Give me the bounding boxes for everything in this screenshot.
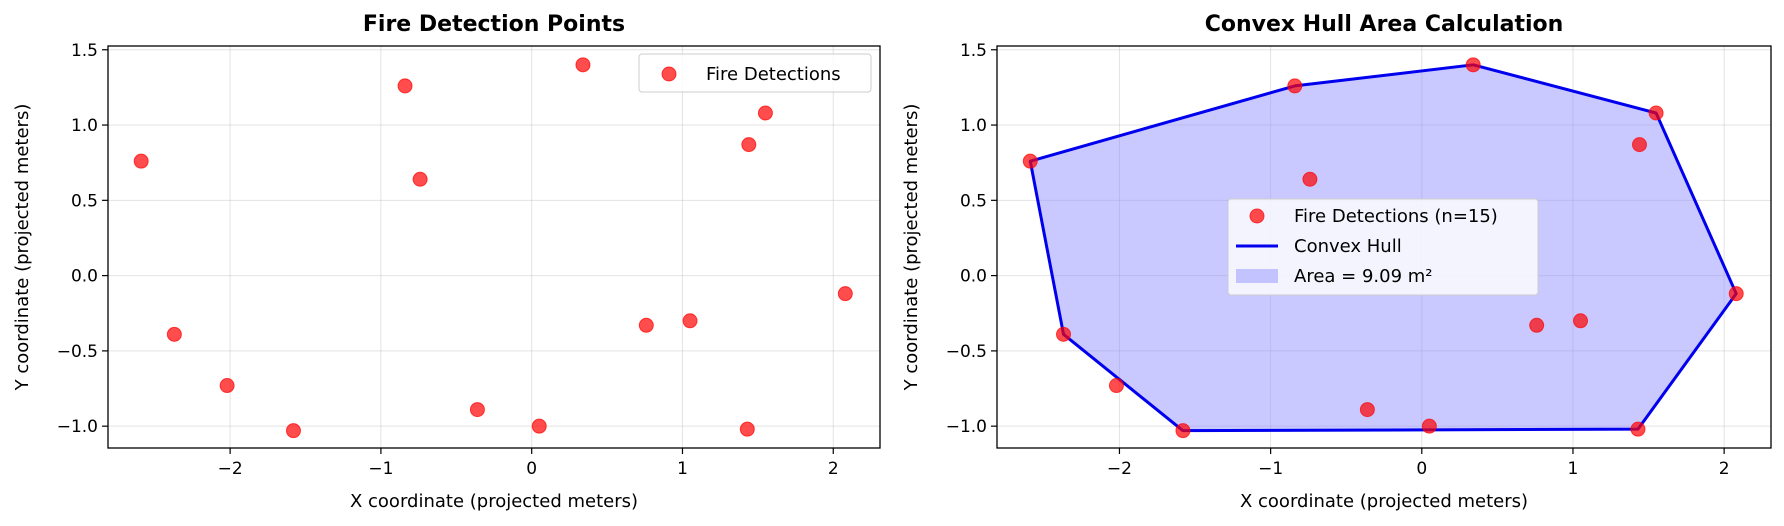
data-point (837, 286, 853, 302)
x-tick-label: 2 (828, 459, 839, 479)
data-point (1359, 402, 1375, 418)
x-tick-label: 1 (677, 459, 688, 479)
data-point (575, 57, 591, 73)
data-point (739, 421, 755, 437)
data-point (1302, 171, 1318, 187)
legend-marker-fire-detections (661, 66, 677, 82)
x-tick-label: −1 (1258, 459, 1283, 479)
x-tick-label: −2 (218, 459, 243, 479)
y-tick-label: −0.5 (57, 342, 98, 362)
y-tick-label: 0.5 (71, 191, 98, 211)
data-point (638, 317, 654, 333)
data-point (469, 402, 485, 418)
data-point (1728, 286, 1744, 302)
x-tick-label: 0 (526, 459, 537, 479)
legend-label-fire-detections: Fire Detections (706, 64, 841, 85)
y-axis-label: Y coordinate (projected meters) (901, 104, 922, 392)
legend-marker-area (1236, 269, 1278, 283)
x-axis-label: X coordinate (projected meters) (1240, 491, 1528, 512)
y-tick-label: 1.0 (960, 116, 987, 136)
data-point (741, 137, 757, 153)
chart-title: Fire Detection Points (363, 12, 625, 37)
y-tick-label: 0.0 (71, 267, 98, 287)
data-point (531, 418, 547, 434)
data-point (682, 313, 698, 329)
y-tick-label: 0.5 (960, 191, 987, 211)
scatter-panel-convex-hull: −2 −1 0 1 2 −1.0 −0.5 0.0 0.5 1.0 1.5 Convex Hull… (901, 12, 1772, 512)
data-point (1529, 317, 1545, 333)
y-tick-label: 0.0 (960, 267, 987, 287)
scatter-panel-fire-points: −2 −1 0 1 2 −1.0 −0.5 0.0 0.5 1.0 1.5 Fire Detect… (12, 12, 881, 512)
data-point (1056, 326, 1072, 342)
data-point (1631, 137, 1647, 153)
y-axis-label: Y coordinate (projected meters) (12, 104, 33, 392)
data-point (133, 153, 149, 169)
chart-title: Convex Hull Area Calculation (1205, 12, 1564, 37)
x-tick-label: 0 (1416, 459, 1427, 479)
data-point (1175, 423, 1191, 439)
data-point (1108, 378, 1124, 394)
data-point (397, 78, 413, 94)
data-point (1465, 57, 1481, 73)
legend-label-fire-detections: Fire Detections (n=15) (1294, 206, 1498, 227)
legend-marker-fire-detections (1249, 208, 1265, 224)
x-tick-label: −2 (1107, 459, 1132, 479)
data-point (757, 105, 773, 121)
data-point (412, 171, 428, 187)
data-point (1421, 418, 1437, 434)
data-point (219, 378, 235, 394)
y-tick-label: 1.5 (960, 41, 987, 61)
legend: Fire Detections (638, 53, 872, 93)
data-point (1630, 421, 1646, 437)
y-tick-label: 1.0 (71, 116, 98, 136)
x-tick-label: 1 (1568, 459, 1579, 479)
data-point (1287, 78, 1303, 94)
x-tick-label: −1 (368, 459, 393, 479)
y-tick-label: −0.5 (946, 342, 987, 362)
legend-label-convex-hull: Convex Hull (1294, 236, 1402, 257)
data-point (285, 423, 301, 439)
y-tick-label: 1.5 (71, 41, 98, 61)
legend: Fire Detections (n=15) Convex Hull Area … (1227, 198, 1539, 296)
y-tick-label: −1.0 (946, 417, 987, 437)
data-point (166, 326, 182, 342)
data-point (1022, 153, 1038, 169)
y-tick-label: −1.0 (57, 417, 98, 437)
data-point (1648, 105, 1664, 121)
data-point (1573, 313, 1589, 329)
x-axis-label: X coordinate (projected meters) (350, 491, 638, 512)
x-tick-label: 2 (1719, 459, 1730, 479)
legend-label-area: Area = 9.09 m² (1294, 266, 1433, 287)
